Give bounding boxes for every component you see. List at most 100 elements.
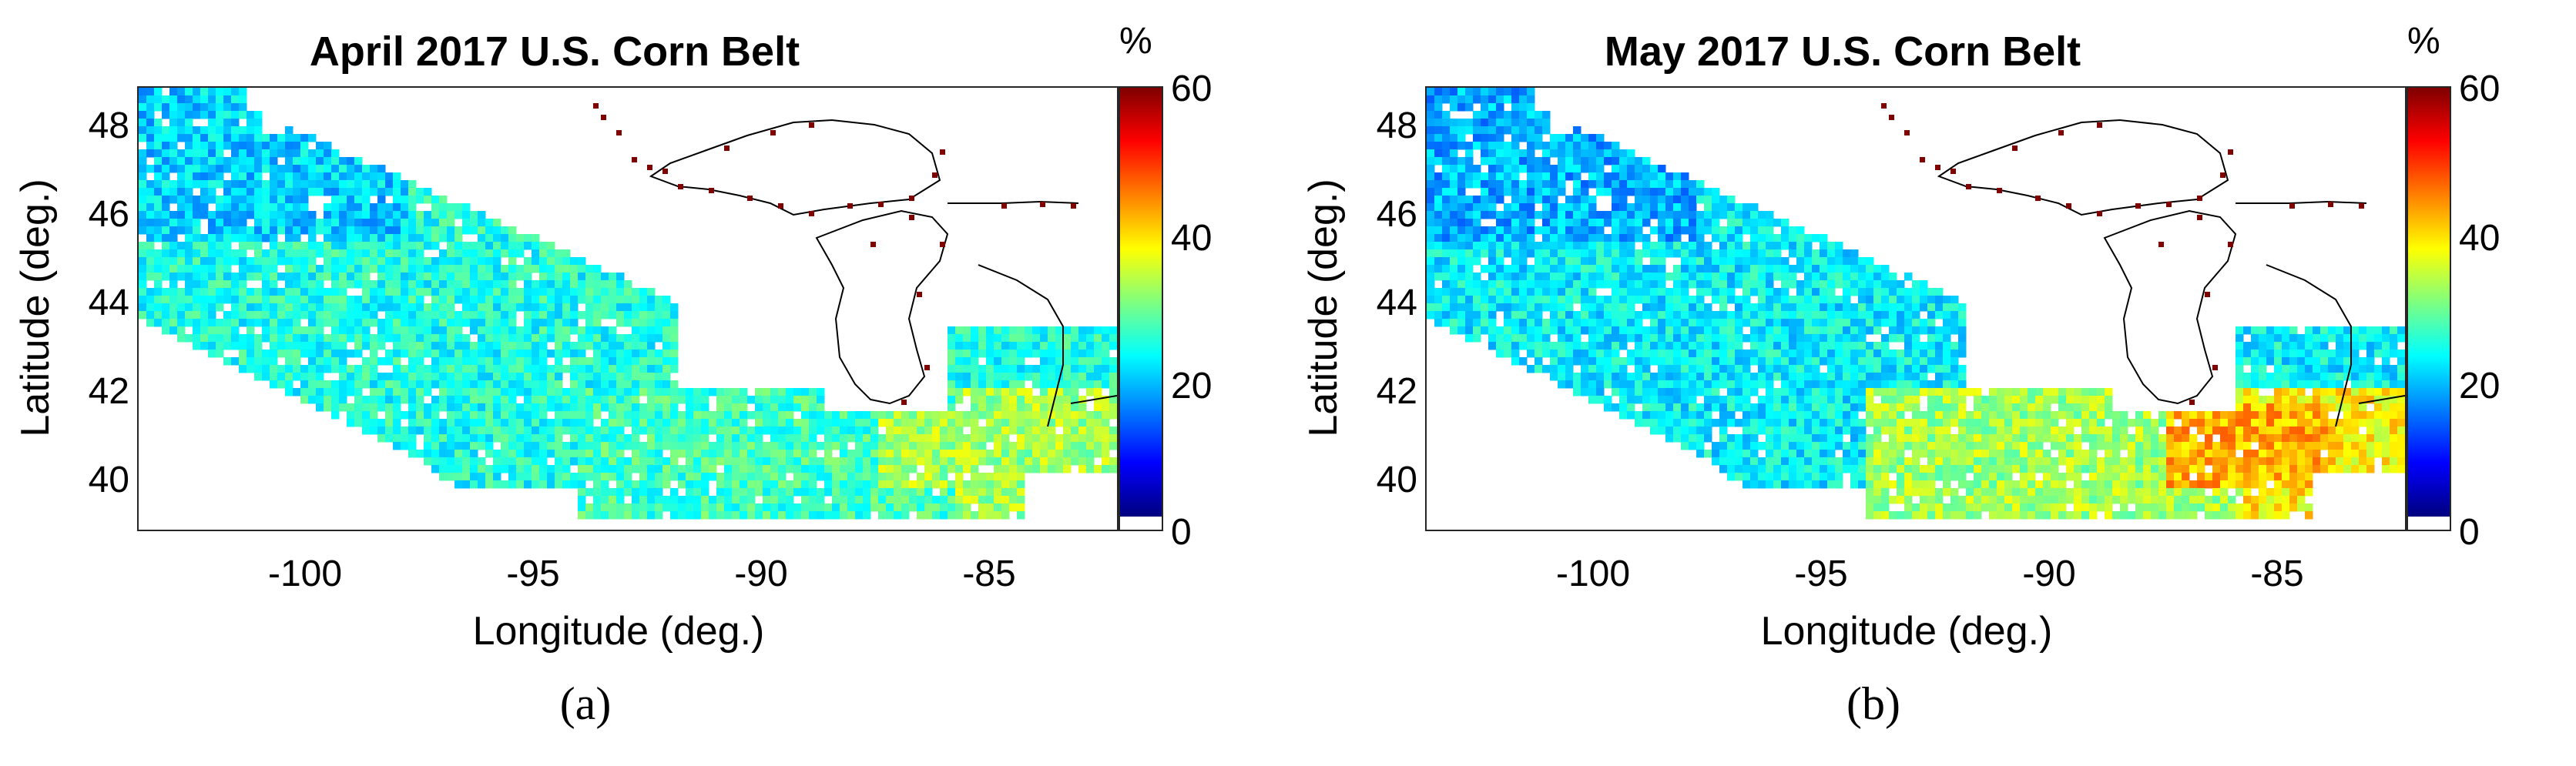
moisture-pixel (146, 249, 155, 258)
moisture-pixel (1565, 273, 1574, 281)
moisture-pixel (639, 450, 648, 458)
moisture-pixel (2313, 365, 2321, 373)
map-plot-area (1425, 86, 2407, 531)
moisture-pixel (354, 396, 363, 404)
moisture-pixel (508, 350, 517, 358)
moisture-pixel (277, 303, 286, 312)
moisture-pixel (185, 188, 193, 196)
moisture-pixel (732, 403, 740, 412)
moisture-pixel (2305, 326, 2313, 335)
moisture-pixel (624, 334, 632, 343)
moisture-pixel (300, 273, 309, 281)
moisture-pixel (817, 488, 825, 497)
moisture-pixel (1773, 249, 1782, 258)
moisture-pixel (878, 488, 887, 497)
moisture-pixel (431, 273, 440, 281)
moisture-pixel (177, 334, 186, 343)
moisture-pixel (1434, 119, 1443, 127)
moisture-pixel (824, 511, 833, 520)
moisture-pixel (254, 234, 263, 243)
moisture-pixel (1527, 203, 1535, 212)
moisture-pixel (624, 311, 632, 319)
moisture-pixel (863, 465, 871, 473)
moisture-pixel (1488, 265, 1497, 273)
moisture-pixel (1457, 203, 1466, 212)
moisture-pixel (239, 180, 247, 189)
moisture-pixel (239, 273, 247, 281)
moisture-pixel (508, 473, 517, 481)
moisture-pixel (1758, 365, 1766, 373)
moisture-pixel (917, 442, 925, 450)
moisture-pixel (562, 450, 571, 458)
moisture-pixel (208, 311, 216, 319)
moisture-pixel (763, 403, 771, 412)
moisture-pixel (1696, 188, 1705, 196)
moisture-pixel (1001, 350, 1010, 358)
moisture-pixel (955, 380, 964, 389)
moisture-pixel (555, 288, 563, 296)
moisture-pixel (555, 334, 563, 343)
moisture-pixel (385, 273, 394, 281)
moisture-pixel (1727, 257, 1736, 266)
moisture-pixel (2343, 326, 2352, 335)
moisture-pixel (1588, 165, 1597, 173)
moisture-pixel (1796, 311, 1805, 319)
moisture-pixel (354, 165, 363, 173)
moisture-pixel (1442, 149, 1451, 158)
moisture-pixel (254, 257, 263, 266)
moisture-pixel (555, 411, 563, 420)
moisture-pixel (1450, 311, 1458, 319)
moisture-pixel (1565, 196, 1574, 204)
moisture-pixel (393, 265, 401, 273)
moisture-pixel (616, 450, 625, 458)
moisture-pixel (439, 380, 448, 389)
moisture-pixel (732, 419, 740, 427)
moisture-pixel (2266, 326, 2275, 335)
moisture-pixel (408, 196, 417, 204)
moisture-pixel (1758, 234, 1766, 243)
moisture-pixel (331, 226, 340, 235)
moisture-pixel (154, 311, 163, 319)
moisture-pixel (909, 465, 917, 473)
moisture-pixel (1689, 311, 1697, 319)
moisture-pixel (439, 303, 448, 312)
moisture-pixel (339, 365, 347, 373)
moisture-pixel (585, 488, 594, 497)
moisture-pixel (1773, 265, 1782, 273)
moisture-pixel (139, 226, 147, 235)
moisture-pixel (300, 380, 309, 389)
moisture-pixel (1565, 226, 1574, 235)
moisture-pixel (609, 342, 617, 350)
moisture-pixel (1596, 280, 1605, 289)
moisture-pixel (1873, 296, 1882, 304)
moisture-pixel (347, 211, 355, 219)
moisture-pixel (1627, 280, 1635, 289)
moisture-pixel (454, 296, 463, 304)
moisture-pixel (146, 103, 155, 112)
moisture-pixel (516, 296, 525, 304)
moisture-pixel (1827, 319, 1836, 327)
moisture-pixel (1025, 419, 1033, 427)
moisture-pixel (1009, 450, 1018, 458)
moisture-pixel (270, 326, 278, 335)
moisture-pixel (1542, 165, 1551, 173)
moisture-pixel (447, 465, 455, 473)
moisture-pixel (185, 249, 193, 258)
moisture-pixel (1889, 280, 1897, 289)
moisture-pixel (470, 242, 478, 250)
moisture-pixel (578, 457, 586, 466)
moisture-pixel (578, 403, 586, 412)
moisture-pixel (532, 296, 540, 304)
moisture-pixel (339, 265, 347, 273)
moisture-pixel (1604, 342, 1612, 350)
moisture-pixel (1835, 350, 1843, 358)
moisture-pixel (354, 219, 363, 227)
moisture-pixel (585, 434, 594, 443)
moisture-pixel (1488, 273, 1497, 281)
moisture-pixel (1704, 196, 1712, 204)
moisture-pixel (1078, 396, 1087, 404)
moisture-pixel (462, 242, 471, 250)
moisture-pixel (1650, 373, 1659, 381)
moisture-pixel (917, 496, 925, 504)
moisture-pixel (1696, 334, 1705, 343)
